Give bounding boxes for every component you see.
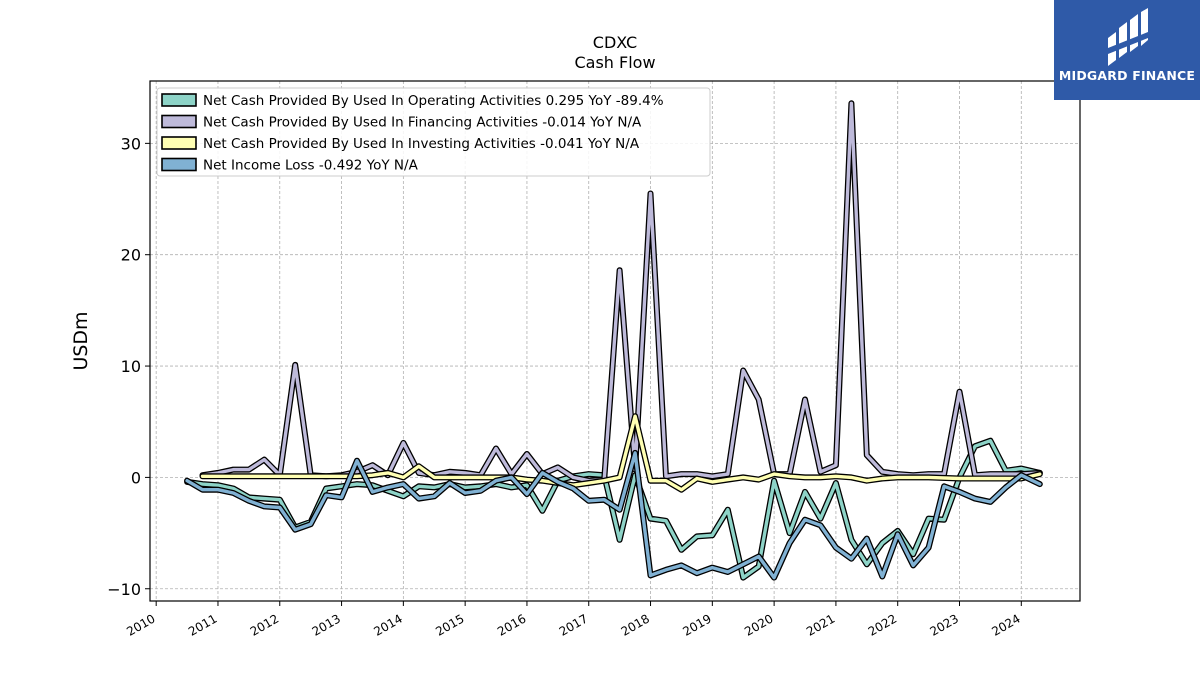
x-tick-label: 2015 — [433, 611, 466, 638]
x-tick-label: 2022 — [866, 611, 899, 638]
legend-swatch — [161, 157, 197, 172]
x-axis: 2010 2011 2012 2013 2014 2015 2016 2017 2018 2019… — [124, 601, 1023, 639]
legend-swatch — [161, 136, 197, 150]
y-tick-label: 30 — [121, 134, 141, 153]
x-tick-label: 2012 — [248, 611, 281, 638]
plot-frame — [149, 80, 1081, 602]
logo-text: MIDGARD FINANCE — [1058, 68, 1196, 83]
legend-label: Net Cash Provided By Used In Financing A… — [203, 115, 642, 131]
x-tick-label: 2014 — [371, 611, 404, 638]
legend-swatch — [161, 93, 197, 107]
chart-title: CDXC — [593, 33, 637, 52]
y-tick-label: −10 — [107, 580, 141, 599]
x-tick-label: 2018 — [619, 611, 652, 638]
y-tick-label: 10 — [121, 357, 141, 376]
midgard-logo-icon — [1108, 8, 1148, 66]
x-tick-label: 2023 — [928, 611, 961, 638]
x-tick-label: 2013 — [310, 611, 343, 638]
legend: Net Cash Provided By Used In Operating A… — [156, 87, 711, 177]
x-tick-label: 2010 — [124, 611, 157, 638]
y-tick-label: 0 — [131, 468, 141, 487]
chart-subtitle: Cash Flow — [574, 53, 655, 72]
x-tick-label: 2019 — [680, 611, 713, 638]
legend-label: Net Income Loss -0.492 YoY N/A — [203, 158, 419, 174]
x-tick-label: 2021 — [804, 611, 837, 638]
legend-box — [156, 87, 711, 177]
y-tick-label: 20 — [121, 246, 141, 265]
y-axis: −10 0 10 20 30 — [107, 134, 150, 599]
legend-label: Net Cash Provided By Used In Investing A… — [203, 136, 640, 152]
x-tick-label: 2020 — [742, 611, 775, 638]
x-tick-label: 2011 — [186, 611, 219, 638]
series-lines — [184, 100, 1043, 581]
x-tick-label: 2016 — [495, 611, 528, 638]
x-tick-label: 2017 — [557, 611, 590, 638]
y-axis-label: USDm — [70, 311, 92, 370]
legend-swatch — [161, 114, 197, 129]
series-line — [185, 451, 1042, 580]
brand-logo: MIDGARD FINANCE — [1054, 0, 1200, 100]
series-line — [200, 414, 1042, 492]
legend-label: Net Cash Provided By Used In Operating A… — [203, 93, 664, 109]
x-tick-label: 2024 — [989, 611, 1022, 638]
